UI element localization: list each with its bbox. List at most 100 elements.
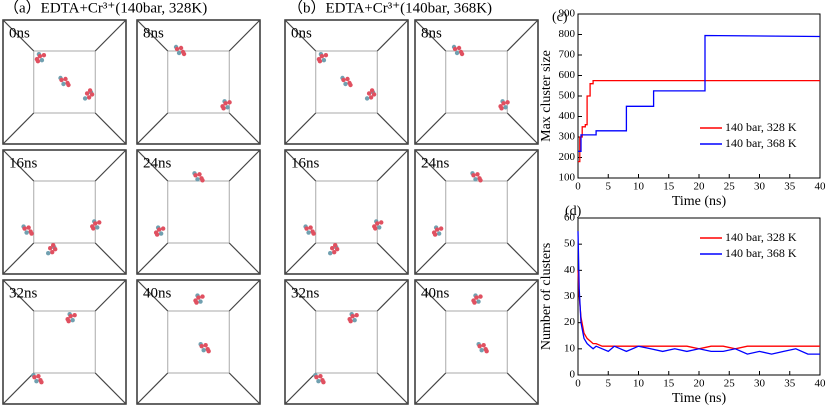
cluster-atom: [36, 374, 41, 379]
cluster-atom: [181, 51, 187, 57]
cluster-atom: [481, 343, 486, 348]
cluster-atom: [476, 299, 481, 304]
x-tick-label: 0: [575, 181, 581, 193]
x-tick-label: 0: [575, 378, 581, 390]
series-line: [577, 270, 820, 350]
box-edge: [136, 112, 169, 145]
box-edge: [506, 112, 539, 145]
box-edge: [414, 112, 447, 145]
cluster-atom: [343, 81, 348, 87]
cluster-atom: [321, 380, 326, 385]
box-edge: [506, 19, 539, 52]
y-tick-label: 500: [559, 90, 576, 102]
cluster-atom: [200, 294, 205, 299]
box-edge: [414, 242, 447, 275]
box-edge: [2, 112, 35, 145]
cluster-atom: [369, 88, 375, 93]
panel-label: (c): [552, 10, 568, 25]
cluster-atom: [32, 375, 37, 380]
box-edge: [414, 19, 447, 52]
cluster-atom: [311, 231, 316, 236]
box-edge: [284, 112, 317, 145]
legend-label: 140 bar, 328 K: [725, 120, 797, 134]
cluster-atom: [472, 300, 477, 305]
box-edge: [506, 372, 539, 405]
x-tick-label: 35: [784, 378, 796, 390]
y-tick-label: 60: [564, 212, 576, 224]
box-outer: [136, 19, 261, 145]
box-edge: [376, 19, 409, 52]
cluster-atom: [223, 101, 228, 106]
cluster-atom: [373, 226, 378, 231]
box-inner: [315, 50, 378, 114]
cluster-atom: [195, 177, 200, 182]
legend-label: 140 bar, 368 K: [725, 136, 797, 150]
cluster-atom: [371, 92, 377, 97]
cluster-atom: [477, 344, 482, 349]
x-axis-label: Time (ns): [672, 391, 727, 406]
cluster-atom: [82, 96, 88, 101]
cluster-atom: [328, 251, 333, 256]
cluster-atom: [53, 247, 58, 252]
cluster-atom: [345, 76, 350, 82]
series-line: [578, 34, 821, 152]
cluster-atom: [333, 243, 338, 248]
box-edge: [376, 149, 409, 182]
cluster-atom: [50, 250, 55, 255]
y-tick-label: 30: [564, 290, 576, 302]
cluster-atom: [354, 313, 359, 318]
box-edge: [376, 112, 409, 145]
box-inner: [167, 310, 230, 374]
box-edge: [414, 372, 447, 405]
frame-time: 8ns: [421, 25, 442, 41]
cluster-atom: [193, 173, 198, 178]
box-outer: [414, 19, 539, 145]
box-edge: [136, 19, 169, 52]
cluster-atom: [95, 225, 100, 230]
y-tick-label: 900: [559, 8, 576, 20]
box-edge: [94, 149, 127, 182]
snapshot-box: 0ns: [284, 19, 409, 145]
cluster-atom: [475, 172, 480, 177]
box-edge: [2, 372, 35, 405]
snapshot-box: 40ns: [136, 279, 261, 405]
x-tick-label: 5: [606, 181, 612, 193]
cluster-atom: [471, 173, 476, 178]
cluster-atom: [198, 299, 203, 304]
snapshot-box: 32ns: [284, 279, 409, 405]
frame-time: 32ns: [9, 285, 38, 301]
cluster-atom: [364, 96, 370, 101]
plot-frame: [577, 13, 821, 179]
box-inner: [445, 180, 508, 244]
box-edge: [284, 279, 317, 312]
series-line: [577, 231, 820, 355]
box-edge: [376, 242, 409, 275]
panel-title: （a）EDTA+Cr³⁺(140bar, 328K): [4, 0, 207, 16]
cluster-atom: [70, 318, 75, 323]
cluster-atom: [319, 54, 325, 59]
box-edge: [284, 149, 317, 182]
cluster-atom: [499, 106, 504, 111]
x-tick-label: 40: [815, 378, 827, 390]
box-edge: [94, 279, 127, 312]
cluster-atom: [503, 105, 508, 110]
cluster-atom: [41, 53, 47, 58]
box-inner: [167, 50, 230, 114]
box-edge: [414, 149, 447, 182]
cluster-atom: [200, 178, 205, 183]
box-edge: [228, 149, 261, 182]
x-tick-label: 20: [694, 181, 706, 193]
y-tick-label: 100: [559, 172, 576, 184]
box-edge: [94, 242, 127, 275]
box-edge: [136, 149, 169, 182]
cluster-atom: [341, 77, 346, 83]
cluster-atom: [51, 243, 56, 248]
y-tick-label: 400: [559, 110, 576, 122]
cluster-atom: [436, 231, 442, 236]
box-edge: [136, 372, 169, 405]
y-tick-label: 0: [570, 369, 576, 381]
cluster-atom: [227, 100, 232, 105]
cluster-atom: [318, 374, 323, 379]
x-tick-label: 30: [754, 181, 766, 193]
cluster-atom: [26, 225, 31, 230]
